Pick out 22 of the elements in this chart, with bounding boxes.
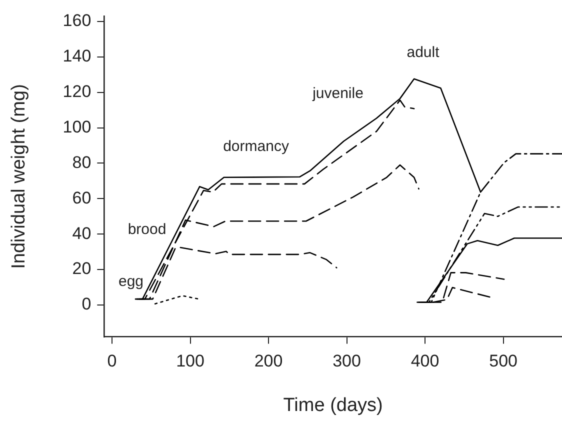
- x-axis-title: Time (days): [283, 394, 383, 416]
- y-tick-label: 120: [62, 82, 92, 102]
- y-tick-label: 60: [72, 188, 92, 208]
- y-tick-label: 0: [82, 294, 92, 314]
- y-tick-label: 40: [72, 224, 92, 243]
- y-tick-label: 100: [62, 117, 92, 136]
- x-tick-label: 500: [489, 352, 518, 371]
- annotation: adult: [406, 44, 440, 62]
- x-tick-label: 100: [176, 352, 204, 371]
- y-tick-label: 80: [72, 152, 92, 172]
- annotation: egg: [118, 273, 144, 290]
- annotation: dormancy: [223, 138, 290, 156]
- x-tick-label: 400: [410, 352, 440, 371]
- y-tick-label: 20: [72, 259, 92, 278]
- annotation: juvenile: [312, 85, 364, 102]
- y-tick-label: 140: [62, 46, 92, 66]
- x-tick-label: 0: [107, 352, 117, 371]
- annotation: brood: [128, 221, 166, 238]
- y-axis-title: Individual weight (mg): [8, 84, 30, 269]
- x-tick-label: 300: [332, 352, 361, 371]
- y-tick-label: 160: [62, 11, 92, 30]
- x-tick-label: 200: [254, 352, 283, 371]
